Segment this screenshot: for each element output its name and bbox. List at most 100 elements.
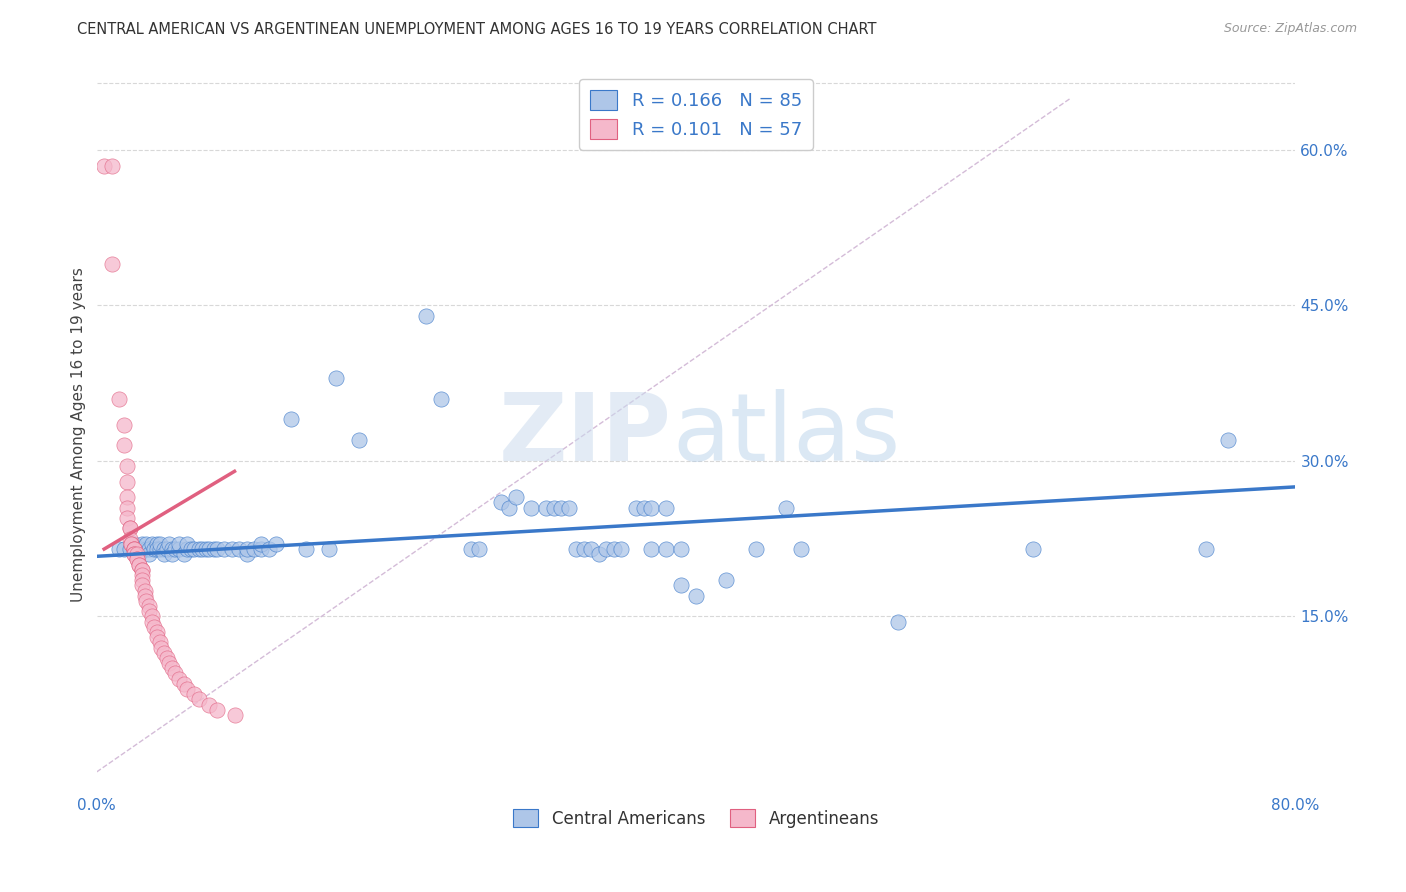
Point [198, 542, 221, 557]
Point [243, 542, 266, 557]
Point [565, 542, 588, 557]
Point [128, 558, 150, 572]
Point [1216, 434, 1239, 448]
Point [131, 563, 153, 577]
Point [460, 542, 482, 557]
Point [141, 609, 163, 624]
Point [118, 532, 141, 546]
Point [235, 542, 257, 557]
Point [131, 537, 153, 551]
Point [115, 490, 138, 504]
Legend: Central Americans, Argentineans: Central Americans, Argentineans [506, 803, 886, 834]
Point [198, 698, 221, 712]
Point [156, 542, 179, 557]
Point [127, 552, 149, 566]
Point [157, 656, 180, 670]
Text: ZIP: ZIP [499, 389, 672, 481]
Point [195, 542, 218, 557]
Point [145, 625, 167, 640]
Point [602, 542, 624, 557]
Point [173, 677, 195, 691]
Point [1022, 542, 1045, 557]
Point [160, 547, 183, 561]
Point [122, 547, 145, 561]
Point [187, 692, 209, 706]
Point [134, 583, 156, 598]
Point [128, 542, 150, 557]
Point [149, 635, 172, 649]
Point [122, 542, 145, 557]
Point [108, 392, 131, 406]
Point [624, 500, 647, 515]
Point [131, 563, 153, 577]
Point [149, 542, 172, 557]
Point [228, 542, 250, 557]
Point [128, 558, 150, 572]
Point [685, 589, 707, 603]
Point [118, 521, 141, 535]
Point [235, 547, 257, 561]
Point [153, 547, 176, 561]
Point [550, 500, 572, 515]
Point [257, 542, 280, 557]
Point [135, 537, 157, 551]
Point [250, 537, 273, 551]
Point [112, 542, 135, 557]
Text: Source: ZipAtlas.com: Source: ZipAtlas.com [1223, 22, 1357, 36]
Point [138, 542, 160, 557]
Point [190, 542, 212, 557]
Point [1194, 542, 1216, 557]
Point [655, 542, 678, 557]
Point [430, 392, 453, 406]
Point [138, 599, 160, 613]
Point [138, 547, 160, 561]
Point [534, 500, 557, 515]
Point [131, 568, 153, 582]
Point [108, 542, 131, 557]
Point [118, 542, 141, 557]
Point [498, 500, 520, 515]
Point [115, 475, 138, 489]
Point [347, 434, 370, 448]
Point [142, 542, 165, 557]
Point [176, 537, 198, 551]
Point [122, 542, 145, 557]
Point [120, 537, 142, 551]
Point [520, 500, 543, 515]
Point [118, 521, 141, 535]
Point [163, 666, 186, 681]
Point [115, 511, 138, 525]
Point [790, 542, 813, 557]
Point [250, 542, 273, 557]
Point [122, 542, 145, 557]
Text: atlas: atlas [672, 389, 900, 481]
Point [127, 552, 149, 566]
Point [318, 542, 340, 557]
Point [160, 661, 183, 675]
Point [149, 537, 172, 551]
Point [131, 573, 153, 587]
Point [221, 542, 243, 557]
Point [183, 542, 205, 557]
Point [745, 542, 768, 557]
Point [115, 459, 138, 474]
Point [183, 687, 205, 701]
Point [180, 542, 202, 557]
Point [156, 651, 179, 665]
Point [557, 500, 579, 515]
Point [150, 640, 173, 655]
Point [141, 615, 163, 629]
Point [138, 604, 160, 618]
Point [212, 542, 235, 557]
Point [187, 542, 209, 557]
Point [640, 500, 662, 515]
Point [135, 542, 157, 557]
Point [142, 620, 165, 634]
Point [325, 371, 347, 385]
Point [775, 500, 797, 515]
Point [100, 159, 122, 173]
Point [176, 542, 198, 557]
Point [145, 630, 167, 644]
Point [543, 500, 565, 515]
Point [714, 573, 737, 587]
